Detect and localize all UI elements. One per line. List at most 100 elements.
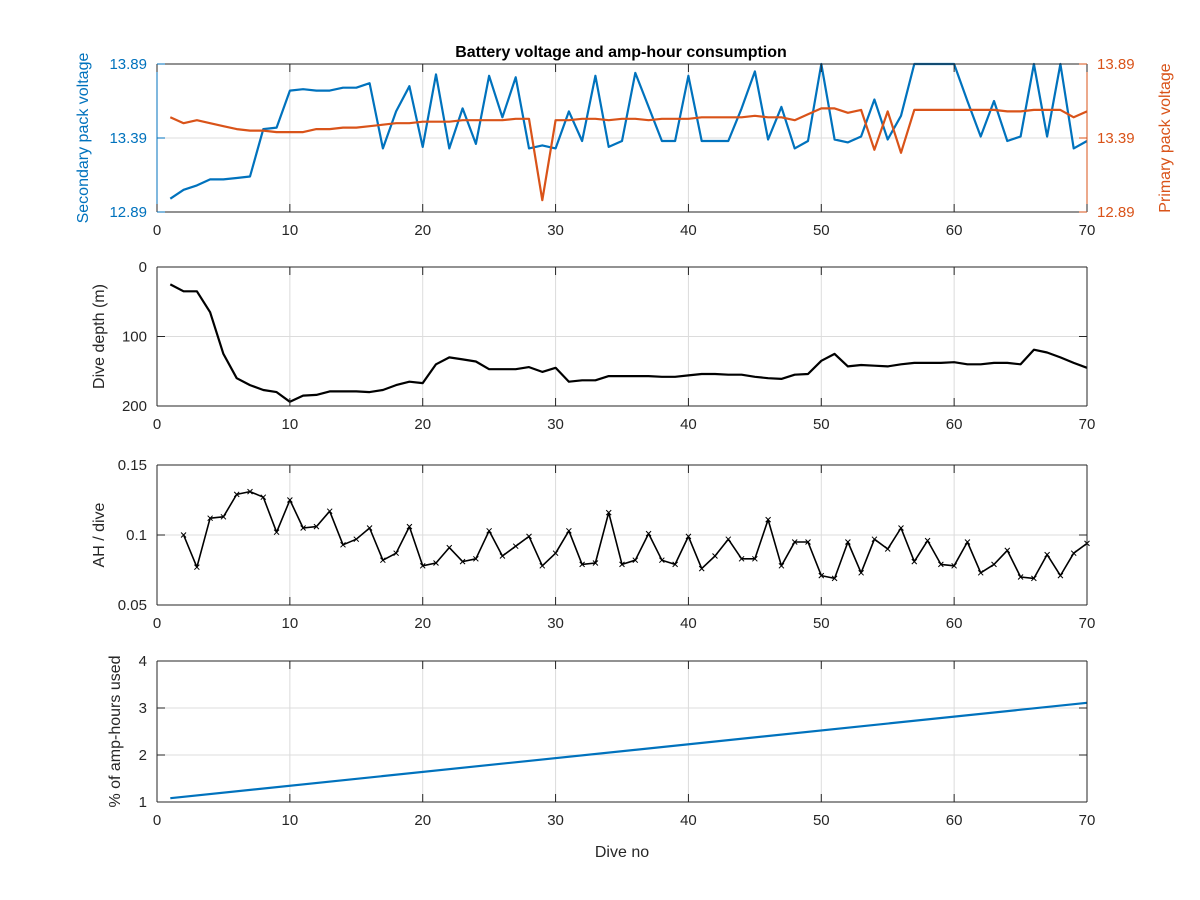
data-point-marker — [260, 494, 267, 501]
data-point-marker — [1044, 551, 1050, 558]
data-point-marker — [406, 523, 413, 530]
data-point-marker — [273, 529, 280, 536]
data-point-marker — [938, 561, 944, 568]
data-point-marker — [911, 558, 918, 565]
x-tick-label: 40 — [680, 615, 697, 632]
data-point-marker — [818, 572, 825, 579]
data-point-marker — [672, 561, 678, 568]
y-axis-label-right: Primary pack voltage — [1157, 63, 1174, 212]
data-point-marker — [871, 536, 878, 543]
subplot-2: 0 10 20 30 40 50 60 70 0 100 200 Dive depth (m) — [91, 259, 1095, 433]
data-point-marker — [539, 562, 546, 569]
y-tick-label: 13.39 — [109, 130, 147, 147]
x-tick-label: 40 — [680, 222, 697, 239]
subplot-4: 0 10 20 30 40 50 60 70 1 2 3 4 % of amp-hours used Di… — [107, 653, 1095, 861]
data-point-marker — [659, 557, 665, 564]
y-tick-label: 3 — [139, 700, 147, 717]
x-tick-label: 20 — [414, 222, 431, 239]
x-tick-label: 70 — [1079, 812, 1096, 829]
data-point-marker — [592, 560, 599, 566]
data-point-marker — [884, 546, 891, 552]
x-tick-label: 20 — [414, 416, 431, 433]
data-point-marker — [778, 562, 785, 569]
x-tick-label: 0 — [153, 615, 161, 632]
x-tick-label: 40 — [680, 416, 697, 433]
x-tick-label: 0 — [153, 222, 161, 239]
data-point-marker — [486, 527, 492, 534]
data-point-marker — [579, 561, 585, 568]
x-tick-label: 40 — [680, 812, 697, 829]
x-tick-label: 50 — [813, 615, 830, 632]
y-tick-label: 100 — [122, 329, 147, 346]
y-tick-label: 0 — [139, 259, 147, 276]
data-point-marker — [858, 569, 864, 576]
y-tick-label: 2 — [139, 747, 147, 764]
data-point-marker — [313, 523, 320, 530]
x-axis-label: Dive no — [595, 844, 649, 861]
data-point-marker — [180, 532, 187, 538]
x-tick-label: 50 — [813, 222, 830, 239]
x-tick-label: 50 — [813, 416, 830, 433]
y-tick-label: 4 — [139, 653, 147, 670]
x-tick-label: 30 — [547, 812, 564, 829]
subplot-1: 0 10 20 30 40 50 60 7012.8913.3913.8912.8913.39… — [75, 53, 1174, 239]
data-point-marker — [1017, 574, 1024, 580]
y-axis-label: Dive depth (m) — [91, 284, 108, 389]
y-tick-label: 0.1 — [126, 527, 147, 544]
data-point-marker — [605, 509, 612, 516]
data-point-marker — [791, 539, 798, 545]
data-point-marker — [1070, 550, 1077, 557]
x-tick-label: 60 — [946, 812, 963, 829]
y-tick-label: 13.89 — [109, 56, 147, 73]
data-point-marker — [738, 555, 745, 562]
data-point-marker — [207, 515, 213, 522]
series-line — [170, 701, 1088, 800]
x-tick-label: 30 — [547, 416, 564, 433]
data-point-marker — [977, 569, 984, 576]
data-point-marker — [326, 508, 333, 515]
y-axis-label: % of amp-hours used — [107, 655, 124, 807]
y-tick-label: 200 — [122, 398, 147, 415]
x-tick-label: 30 — [547, 222, 564, 239]
data-point-marker — [991, 561, 997, 568]
x-tick-label: 20 — [414, 812, 431, 829]
data-point-marker — [499, 553, 506, 559]
data-point-marker — [247, 488, 253, 495]
x-tick-label: 10 — [282, 222, 299, 239]
y-axis-label: AH / dive — [91, 502, 108, 567]
data-point-marker — [1004, 547, 1011, 554]
data-point-marker — [380, 557, 386, 564]
data-point-marker — [340, 541, 346, 548]
data-point-marker — [831, 575, 838, 582]
data-point-marker — [220, 513, 227, 520]
data-point-marker — [951, 562, 957, 569]
y-tick-label: 0.15 — [118, 457, 147, 474]
data-point-marker — [566, 527, 572, 534]
x-tick-label: 20 — [414, 615, 431, 632]
data-point-marker — [1057, 572, 1064, 579]
data-point-marker — [924, 537, 931, 544]
y-tick-label: 12.89 — [109, 204, 147, 221]
data-point-marker — [685, 533, 692, 540]
data-point-marker — [433, 560, 439, 566]
data-point-marker — [526, 533, 532, 540]
data-point-marker — [393, 550, 399, 557]
data-point-marker — [845, 539, 851, 545]
subplot-3: 0 10 20 30 40 50 60 70 0.05 0.1 0.15 AH / dive — [91, 457, 1095, 632]
x-tick-label: 60 — [946, 416, 963, 433]
y-tick-label: 0.05 — [118, 597, 147, 614]
data-point-marker — [473, 555, 479, 562]
x-tick-label: 10 — [282, 615, 299, 632]
data-point-marker — [964, 539, 971, 545]
y-right-tick-label: 13.39 — [1097, 130, 1135, 147]
y-tick-label: 1 — [139, 794, 147, 811]
data-point-marker — [287, 497, 293, 503]
data-point-marker — [446, 544, 453, 551]
data-point-marker — [300, 525, 306, 531]
series-line-primary — [169, 107, 1088, 202]
x-tick-label: 10 — [282, 812, 299, 829]
data-point-marker — [805, 539, 811, 545]
data-point-marker — [698, 565, 705, 572]
data-point-marker — [765, 516, 771, 523]
